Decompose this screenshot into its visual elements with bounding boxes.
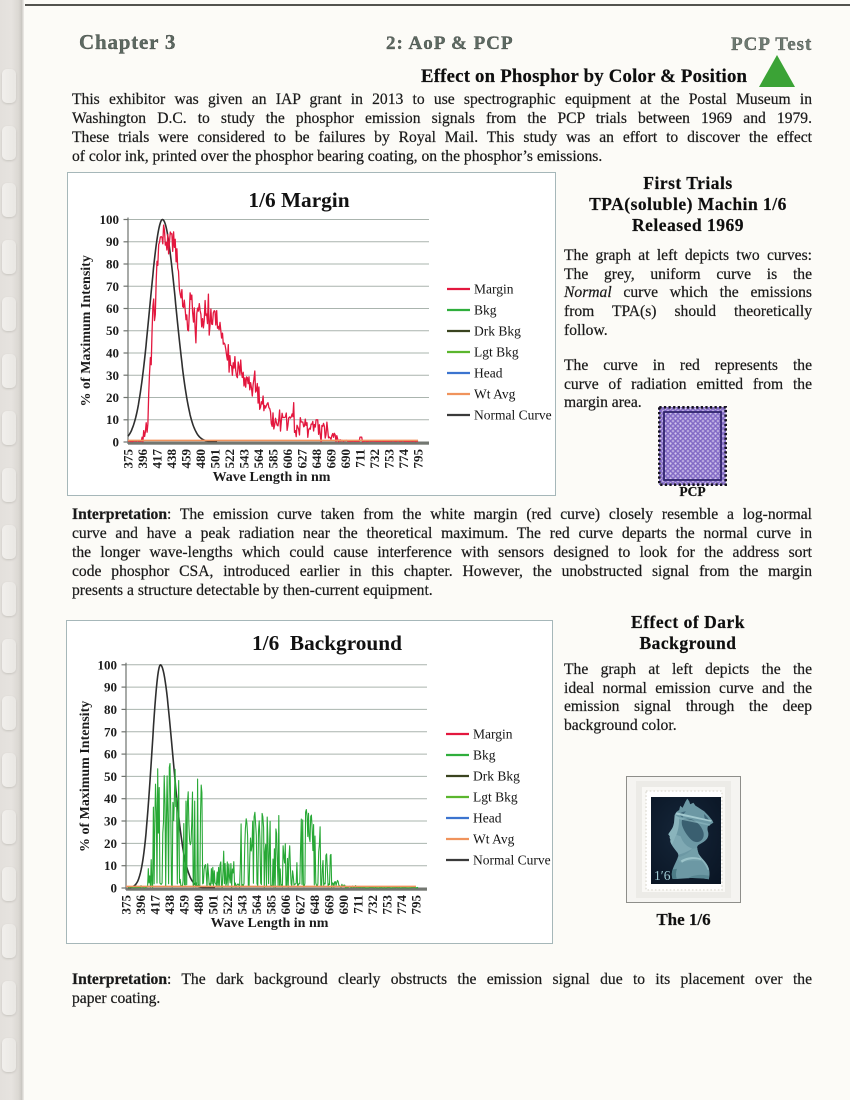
svg-text:% of Maximum Intensity: % of Maximum Intensity <box>79 255 94 406</box>
svg-text:690: 690 <box>338 449 353 469</box>
svg-text:40: 40 <box>104 791 117 806</box>
svg-text:Normal Curve: Normal Curve <box>474 408 552 423</box>
svg-text:564: 564 <box>249 895 264 915</box>
svg-text:Head: Head <box>474 366 503 381</box>
svg-text:40: 40 <box>106 346 119 361</box>
svg-text:Bkg: Bkg <box>473 748 496 763</box>
svg-text:Wave Length in nm: Wave Length in nm <box>213 470 331 485</box>
svg-text:774: 774 <box>394 895 409 915</box>
svg-text:585: 585 <box>266 449 281 469</box>
svg-text:Drk Bkg: Drk Bkg <box>473 769 520 784</box>
svg-text:Wt Avg: Wt Avg <box>474 387 516 402</box>
svg-text:Normal Curve: Normal Curve <box>473 853 551 868</box>
svg-text:60: 60 <box>106 301 119 316</box>
svg-text:669: 669 <box>322 895 337 915</box>
svg-text:543: 543 <box>237 449 252 469</box>
svg-text:% of Maximum Intensity: % of Maximum Intensity <box>78 701 93 852</box>
svg-text:30: 30 <box>106 368 119 383</box>
svg-text:669: 669 <box>324 449 339 469</box>
svg-text:50: 50 <box>104 769 117 784</box>
svg-text:375: 375 <box>119 895 134 915</box>
svg-text:Head: Head <box>473 811 502 826</box>
svg-text:606: 606 <box>280 449 295 469</box>
svg-text:Margin: Margin <box>473 727 513 742</box>
svg-text:90: 90 <box>106 234 119 249</box>
svg-text:648: 648 <box>307 895 322 915</box>
svg-text:753: 753 <box>380 895 395 915</box>
svg-text:417: 417 <box>148 895 163 915</box>
svg-text:Wave Length in nm: Wave Length in nm <box>211 916 329 931</box>
svg-text:711: 711 <box>351 895 366 914</box>
svg-text:690: 690 <box>336 895 351 915</box>
svg-text:20: 20 <box>106 390 119 405</box>
svg-text:1/6 Margin: 1/6 Margin <box>248 188 349 212</box>
svg-text:795: 795 <box>411 449 426 469</box>
svg-text:627: 627 <box>293 895 308 915</box>
svg-text:1/6 Background: 1/6 Background <box>252 631 402 655</box>
svg-text:459: 459 <box>177 895 192 915</box>
svg-text:585: 585 <box>264 895 279 915</box>
svg-text:0: 0 <box>111 881 118 896</box>
svg-text:70: 70 <box>106 279 119 294</box>
svg-text:Lgt Bkg: Lgt Bkg <box>474 345 519 360</box>
svg-text:Lgt Bkg: Lgt Bkg <box>473 790 518 805</box>
svg-text:Bkg: Bkg <box>474 303 497 318</box>
svg-text:396: 396 <box>133 895 148 915</box>
svg-text:438: 438 <box>162 895 177 915</box>
svg-text:100: 100 <box>98 657 118 672</box>
svg-text:627: 627 <box>295 449 310 469</box>
svg-text:80: 80 <box>104 702 117 717</box>
svg-text:522: 522 <box>220 895 235 915</box>
svg-text:Margin: Margin <box>474 282 514 297</box>
svg-text:648: 648 <box>309 449 324 469</box>
svg-text:30: 30 <box>104 814 117 829</box>
svg-text:732: 732 <box>365 895 380 915</box>
svg-text:795: 795 <box>409 895 424 915</box>
svg-text:480: 480 <box>191 895 206 915</box>
svg-text:Wt Avg: Wt Avg <box>473 832 515 847</box>
svg-text:732: 732 <box>367 449 382 469</box>
svg-text:60: 60 <box>104 747 117 762</box>
svg-text:606: 606 <box>278 895 293 915</box>
svg-text:100: 100 <box>100 212 120 227</box>
svg-text:50: 50 <box>106 323 119 338</box>
svg-text:1′6: 1′6 <box>654 868 671 883</box>
svg-text:375: 375 <box>121 449 136 469</box>
svg-text:Drk Bkg: Drk Bkg <box>474 324 521 339</box>
svg-text:20: 20 <box>104 836 117 851</box>
svg-text:10: 10 <box>106 412 119 427</box>
svg-text:522: 522 <box>222 449 237 469</box>
svg-text:543: 543 <box>235 895 250 915</box>
svg-text:480: 480 <box>193 449 208 469</box>
svg-text:0: 0 <box>113 435 120 450</box>
svg-text:396: 396 <box>135 449 150 469</box>
svg-text:711: 711 <box>353 449 368 468</box>
svg-text:459: 459 <box>179 449 194 469</box>
svg-text:774: 774 <box>396 449 411 469</box>
svg-text:10: 10 <box>104 858 117 873</box>
svg-text:80: 80 <box>106 257 119 272</box>
svg-text:417: 417 <box>150 449 165 469</box>
svg-text:90: 90 <box>104 680 117 695</box>
svg-text:70: 70 <box>104 724 117 739</box>
svg-text:753: 753 <box>382 449 397 469</box>
svg-text:501: 501 <box>206 895 221 915</box>
svg-text:438: 438 <box>164 449 179 469</box>
svg-text:501: 501 <box>208 449 223 469</box>
svg-text:564: 564 <box>251 449 266 469</box>
